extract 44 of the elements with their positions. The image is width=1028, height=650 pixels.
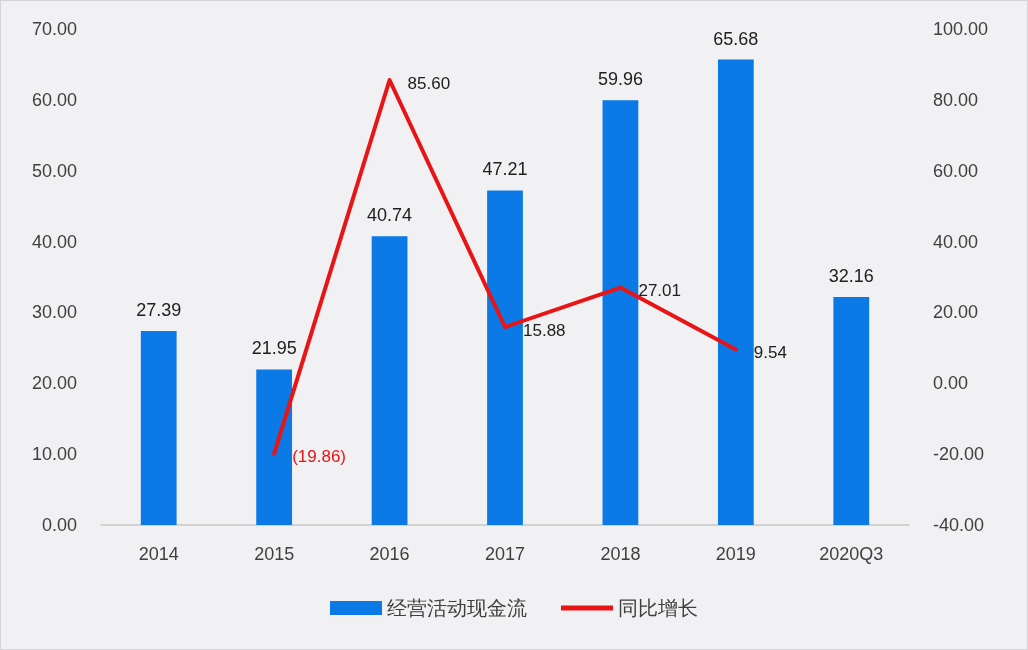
bar: [140, 330, 177, 525]
data-label: 47.21: [482, 159, 528, 180]
y-tick-label: 70.00: [31, 19, 77, 39]
y-tick-label: 60.00: [31, 89, 77, 110]
bar: [717, 59, 754, 525]
data-label: 85.60: [407, 73, 451, 93]
y-tick-label: 50.00: [31, 160, 77, 181]
y-tick-label: 0.00: [41, 515, 77, 535]
y2-tick-label: 20.00: [933, 302, 979, 323]
data-label: 27.39: [136, 299, 182, 320]
data-label: 32.16: [828, 266, 874, 287]
data-label: 15.88: [523, 320, 566, 340]
x-tick-label: 2019: [715, 544, 756, 564]
legend-label: 经营活动现金流: [387, 597, 527, 619]
data-label: (19.86): [292, 447, 347, 467]
x-tick-label: 2015: [254, 544, 295, 564]
bar: [833, 297, 870, 525]
x-tick-label: 2018: [600, 544, 641, 564]
y2-tick-label: 80.00: [933, 89, 979, 110]
y-tick-label: 10.00: [31, 444, 77, 465]
y-tick-label: 40.00: [31, 231, 77, 252]
data-label: 21.95: [251, 338, 297, 359]
bar: [602, 100, 639, 525]
y-tick-label: 30.00: [31, 302, 77, 323]
data-label: 27.01: [638, 281, 681, 301]
y2-tick-label: 40.00: [933, 231, 979, 252]
y2-tick-label: -20.00: [933, 444, 985, 465]
y2-tick-label: 60.00: [933, 160, 979, 181]
data-label: 65.68: [713, 28, 759, 49]
y-tick-label: 20.00: [31, 373, 77, 394]
x-tick-label: 2014: [138, 544, 179, 564]
y2-tick-label: 100.00: [933, 19, 989, 39]
bar: [371, 236, 408, 525]
data-label: 40.74: [367, 205, 413, 226]
bar: [256, 369, 293, 525]
x-tick-label: 2017: [484, 544, 526, 564]
y2-tick-label: 0.00: [933, 373, 969, 394]
y2-tick-label: -40.00: [933, 515, 985, 535]
data-label: 9.54: [753, 342, 787, 362]
x-tick-label: 2016: [369, 544, 410, 564]
x-tick-label: 2020Q3: [819, 544, 884, 564]
legend-label: 同比增长: [618, 597, 698, 619]
bar: [487, 190, 523, 525]
data-label: 59.96: [597, 69, 643, 90]
